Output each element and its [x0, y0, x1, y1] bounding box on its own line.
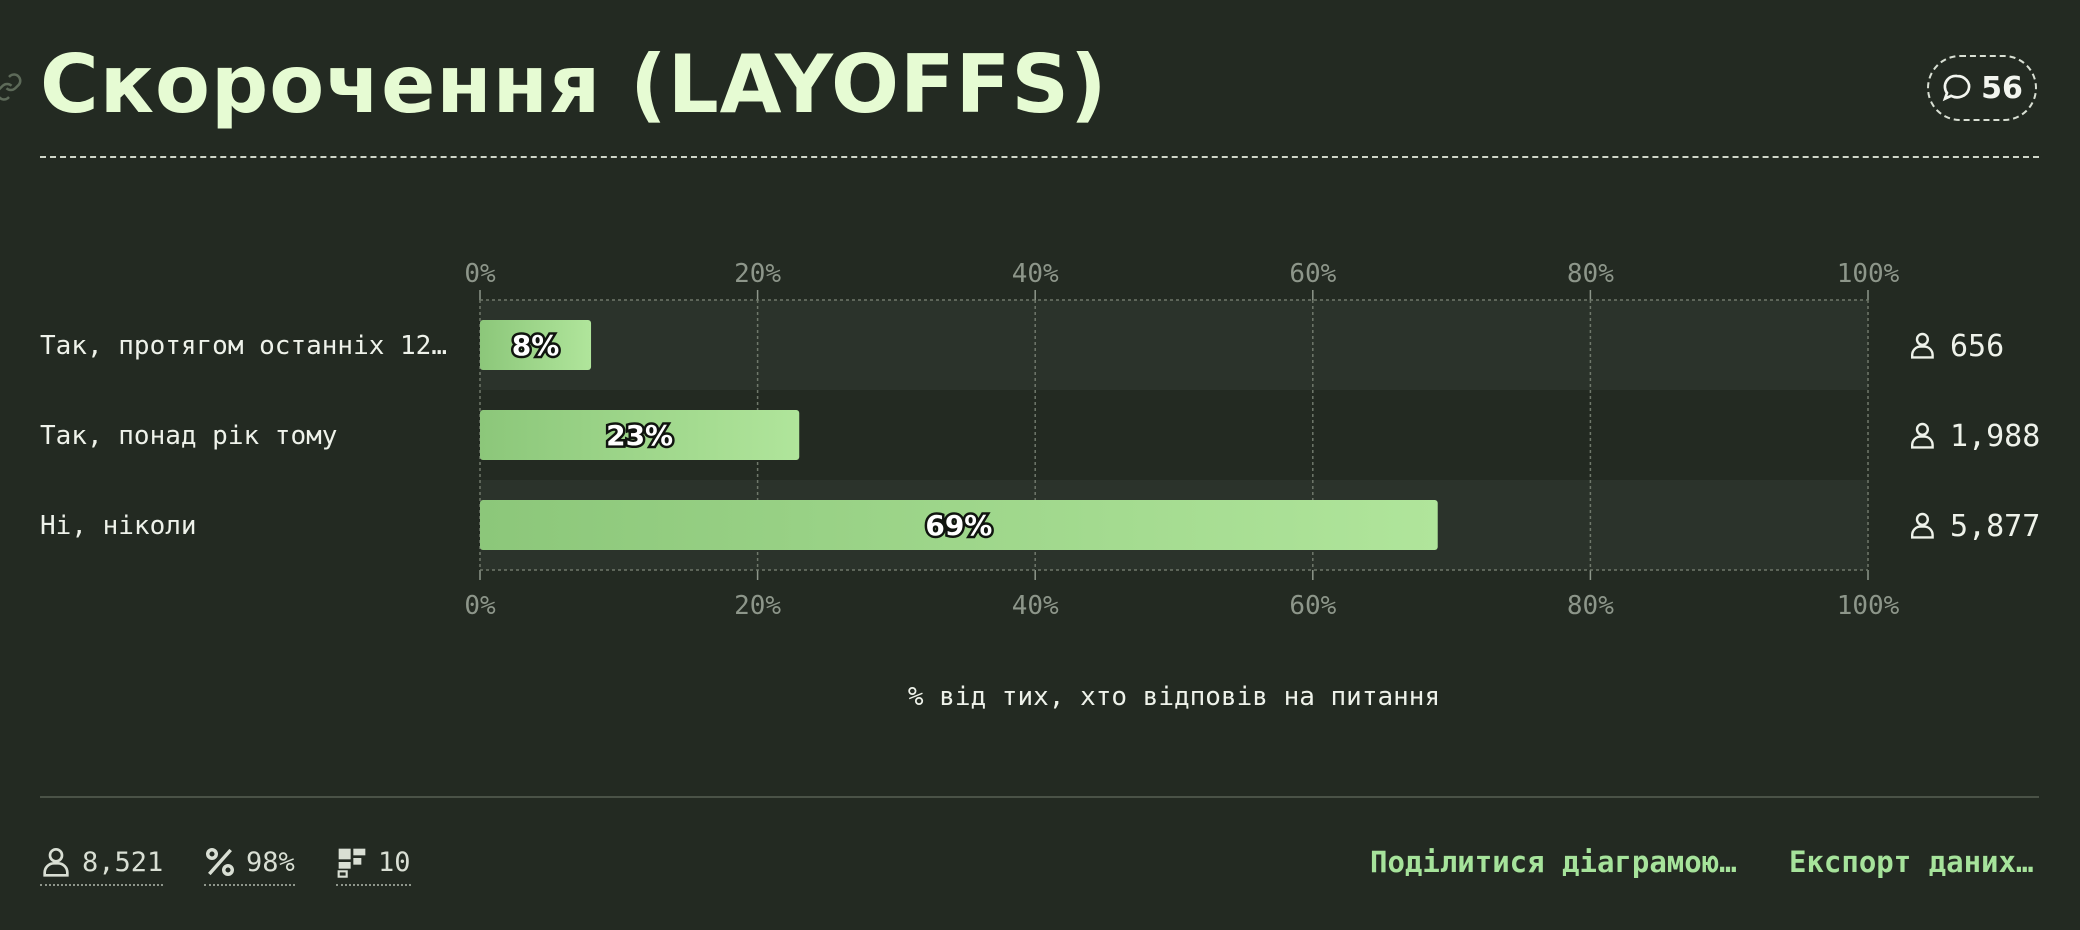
- respondent-count: 1,988: [1950, 419, 2040, 454]
- bar-value-label: 8%: [512, 329, 560, 362]
- hierarchy-icon: [336, 846, 368, 878]
- category-label: Ні, ніколи: [40, 511, 197, 541]
- row-background: [480, 300, 1868, 390]
- x-tick-label-bottom: 0%: [464, 591, 496, 621]
- x-tick-label-top: 40%: [1012, 259, 1059, 289]
- person-icon: [1912, 514, 1932, 537]
- person-icon: [40, 846, 72, 878]
- share-chart-link[interactable]: Поділитися діаграмою…: [1370, 845, 1737, 879]
- bar-value-label: 69%: [925, 509, 992, 542]
- x-axis-title: % від тих, хто відповів на питання: [908, 682, 1440, 712]
- response-rate-stat[interactable]: 98%: [204, 842, 295, 886]
- x-tick-label-bottom: 20%: [734, 591, 781, 621]
- person-icon: [1912, 334, 1932, 357]
- export-data-link[interactable]: Експорт даних…: [1789, 845, 2033, 879]
- x-tick-label-bottom: 80%: [1567, 591, 1614, 621]
- x-tick-label-top: 60%: [1289, 259, 1336, 289]
- footer-divider: [40, 796, 2039, 798]
- x-tick-label-bottom: 100%: [1837, 591, 1900, 621]
- category-label: Так, понад рік тому: [40, 421, 337, 451]
- question-number-stat[interactable]: 10: [336, 842, 411, 886]
- percent-icon: [204, 846, 236, 878]
- bar-value-label: 23%: [606, 419, 673, 452]
- response-rate-value: 98%: [246, 847, 295, 878]
- question-number: 10: [378, 847, 411, 878]
- x-tick-label-top: 20%: [734, 259, 781, 289]
- x-tick-label-top: 80%: [1567, 259, 1614, 289]
- x-tick-label-bottom: 40%: [1012, 591, 1059, 621]
- respondents-stat[interactable]: 8,521: [40, 842, 163, 886]
- respondents-count: 8,521: [82, 847, 163, 878]
- bar-chart: 0% 0% 20% 20% 40% 40% 60% 60% 80% 80% 100% 100% 8% Та…: [0, 0, 2080, 760]
- category-label: Так, протягом останніх 12…: [40, 331, 447, 361]
- person-icon: [1912, 424, 1932, 447]
- x-tick-label-bottom: 60%: [1289, 591, 1336, 621]
- x-tick-label-top: 0%: [464, 259, 496, 289]
- x-tick-label-top: 100%: [1837, 259, 1900, 289]
- respondent-count: 656: [1950, 329, 2004, 364]
- respondent-count: 5,877: [1950, 509, 2040, 544]
